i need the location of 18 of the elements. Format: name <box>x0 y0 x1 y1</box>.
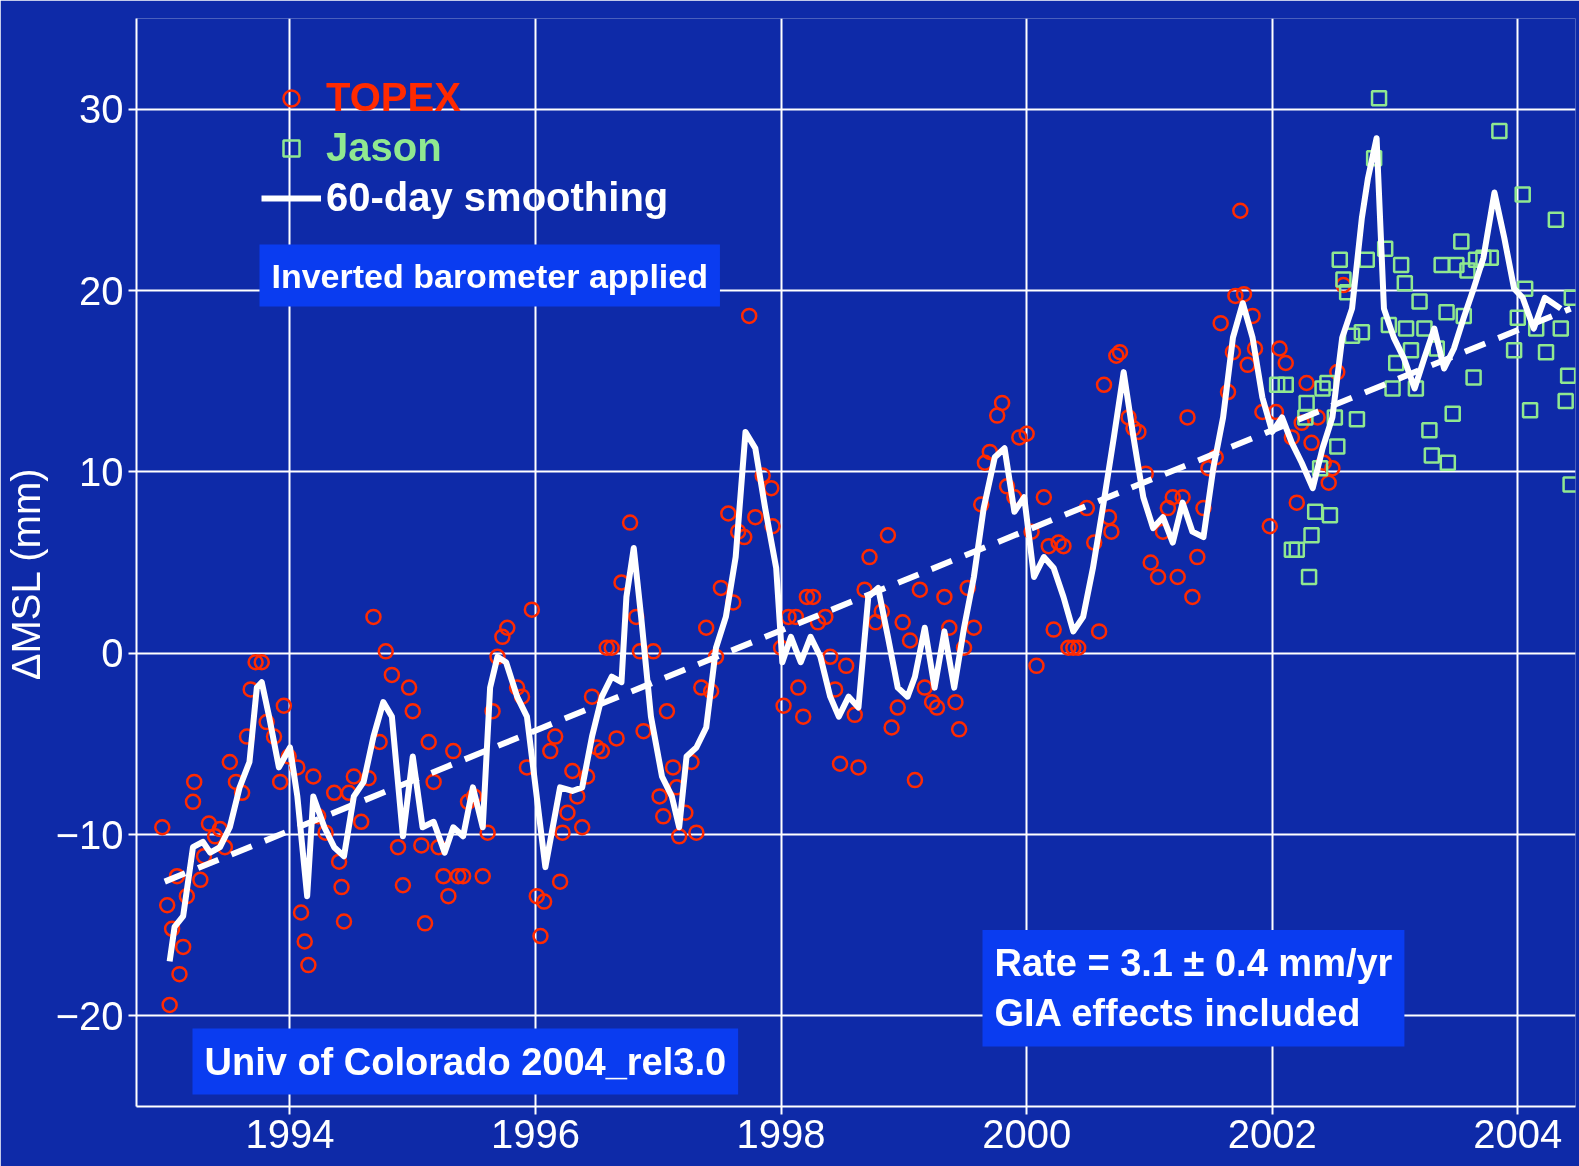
x-tick-label: 1996 <box>491 1111 581 1156</box>
annotation: Univ of Colorado 2004_rel3.0 <box>204 1040 727 1083</box>
annotation: Rate = 3.1 ± 0.4 mm/yr GIA effects included <box>994 942 1393 1035</box>
legend-label: Jason <box>326 125 443 170</box>
y-tick-label: 30 <box>79 87 124 132</box>
y-tick-label: −10 <box>55 812 124 857</box>
y-tick-label: 0 <box>101 631 124 676</box>
y-tick-label: −20 <box>55 993 124 1038</box>
x-tick-label: 1994 <box>245 1111 335 1156</box>
x-tick-label: 2000 <box>982 1111 1072 1156</box>
x-tick-label: 2002 <box>1227 1111 1317 1156</box>
x-tick-label: 2004 <box>1473 1111 1563 1156</box>
y-tick-label: 10 <box>79 449 124 494</box>
x-tick-label: 1998 <box>736 1111 826 1156</box>
annotation: Inverted barometer applied <box>271 256 708 295</box>
y-tick-label: 20 <box>79 268 124 313</box>
y-axis-title: ΔMSL (mm) <box>3 468 48 681</box>
legend-label: TOPEX <box>326 75 462 120</box>
